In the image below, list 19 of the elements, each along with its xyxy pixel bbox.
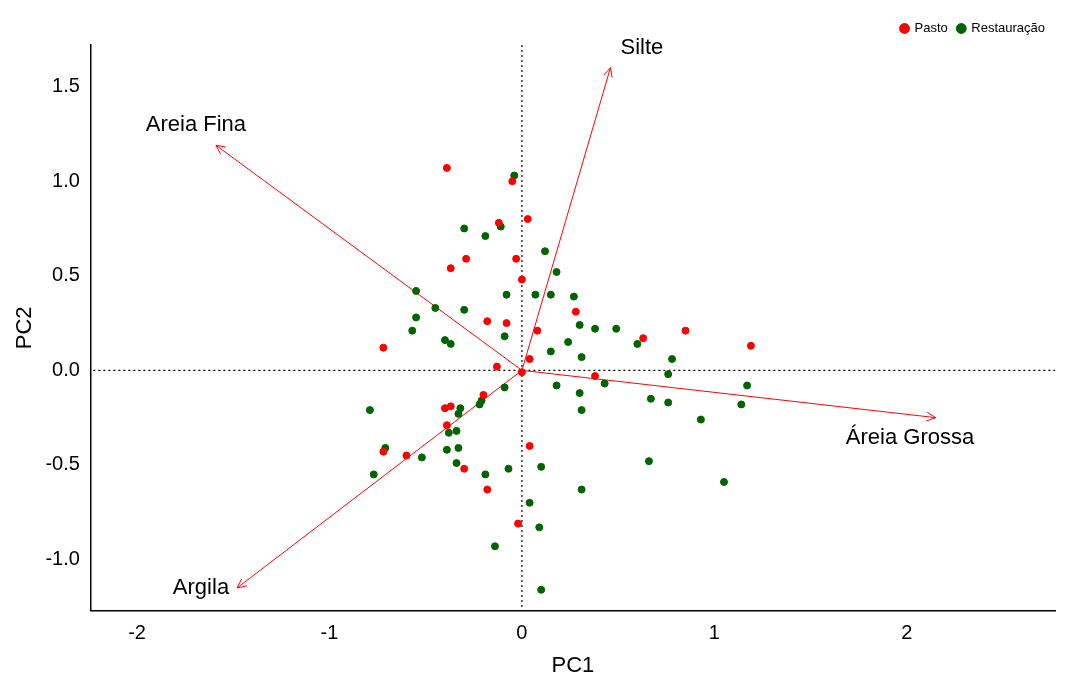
y-tick-label: 1.0 [52,168,80,191]
annotation: Argila [172,573,230,599]
y-tick-label: 1.5 [52,74,80,97]
x-tick-label: -1 [320,621,339,644]
x-tick-label: 2 [901,621,913,644]
legend-label: Pasto [914,20,948,36]
legend-label: Restauração [971,20,1046,36]
y-tick-label: -0.5 [45,452,80,475]
x-tick-label: 1 [708,621,720,644]
y-axis-title: PC2 [11,306,37,350]
x-tick-label: -2 [128,621,146,644]
x-tick-label: 0 [516,621,528,644]
annotation: Áreia Grossa [845,423,975,449]
y-tick-label: -1.0 [45,547,80,570]
x-axis-title: PC1 [551,651,595,677]
y-tick-label: 0.0 [52,357,80,380]
annotation: Areia Fina [145,111,247,137]
annotation: Silte [620,33,664,59]
y-tick-label: 0.5 [52,263,80,286]
